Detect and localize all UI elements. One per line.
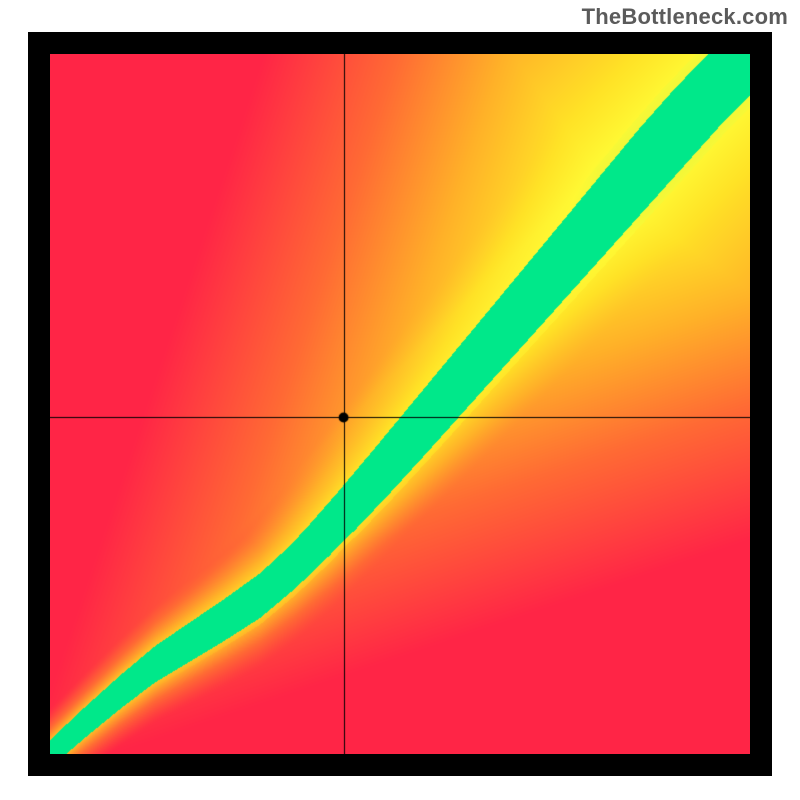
watermark-text: TheBottleneck.com [582, 4, 788, 30]
plot-frame [28, 32, 772, 776]
chart-container: TheBottleneck.com [0, 0, 800, 800]
crosshair-overlay [50, 54, 750, 754]
